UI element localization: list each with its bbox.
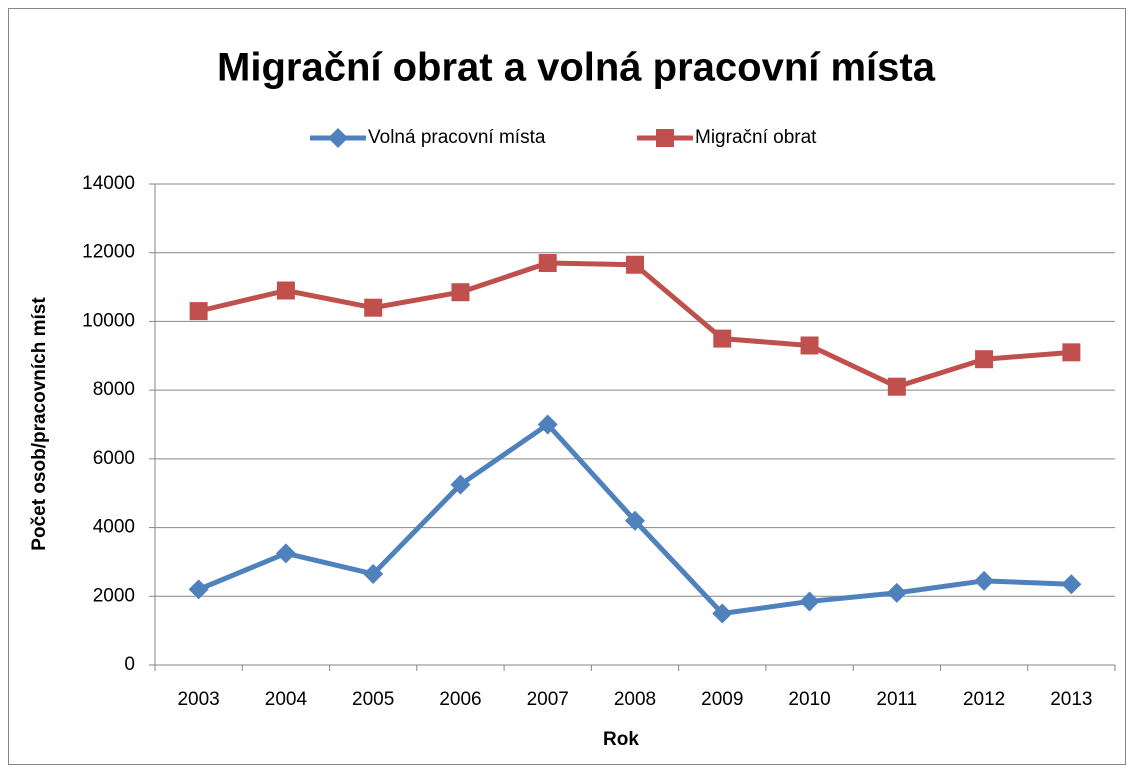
- x-tick-label: 2004: [265, 689, 308, 710]
- marker: [799, 591, 820, 612]
- marker: [363, 563, 384, 584]
- y-tick-label: 0: [124, 654, 135, 675]
- legend-label: Volná pracovní místa: [368, 127, 546, 148]
- marker: [364, 298, 383, 317]
- y-tick-label: 8000: [93, 379, 135, 400]
- y-tick-label: 2000: [93, 585, 135, 606]
- x-tick-label: 2009: [701, 689, 743, 710]
- marker: [189, 302, 208, 321]
- y-axis-label: Počet osob/pracovních míst: [29, 297, 50, 551]
- legend-label: Migrační obrat: [695, 127, 817, 148]
- y-tick-label: 10000: [82, 310, 135, 331]
- marker: [656, 129, 674, 147]
- marker: [451, 283, 470, 302]
- marker: [626, 255, 644, 274]
- marker: [713, 329, 732, 348]
- marker: [886, 582, 907, 603]
- marker: [275, 543, 296, 564]
- marker: [625, 510, 645, 531]
- chart-border: [8, 8, 1126, 765]
- marker: [1061, 574, 1082, 595]
- y-tick-label: 12000: [82, 242, 135, 263]
- marker: [712, 603, 733, 624]
- x-tick-label: 2003: [177, 689, 219, 710]
- marker: [887, 377, 906, 396]
- marker: [800, 336, 819, 355]
- marker: [538, 254, 557, 273]
- marker: [276, 281, 295, 300]
- chart-title: Migrační obrat a volná pracovní místa: [217, 46, 936, 90]
- x-tick-label: 2011: [876, 689, 917, 710]
- marker: [328, 128, 348, 148]
- x-tick-label: 2006: [439, 689, 481, 710]
- marker: [537, 414, 558, 435]
- y-tick-label: 4000: [93, 517, 135, 538]
- x-tick-label: 2010: [788, 689, 830, 710]
- marker: [188, 579, 209, 600]
- y-tick-label: 6000: [93, 448, 135, 469]
- x-tick-label: 2008: [614, 689, 656, 710]
- marker: [450, 474, 471, 495]
- marker: [1062, 343, 1081, 362]
- x-tick-label: 2005: [352, 689, 394, 710]
- x-tick-label: 2012: [963, 689, 1005, 710]
- x-tick-label: 2013: [1050, 689, 1092, 710]
- x-axis-label: Rok: [603, 729, 639, 750]
- x-tick-label: 2007: [527, 689, 569, 710]
- y-tick-label: 14000: [82, 173, 135, 194]
- marker: [975, 350, 994, 369]
- marker: [974, 570, 995, 591]
